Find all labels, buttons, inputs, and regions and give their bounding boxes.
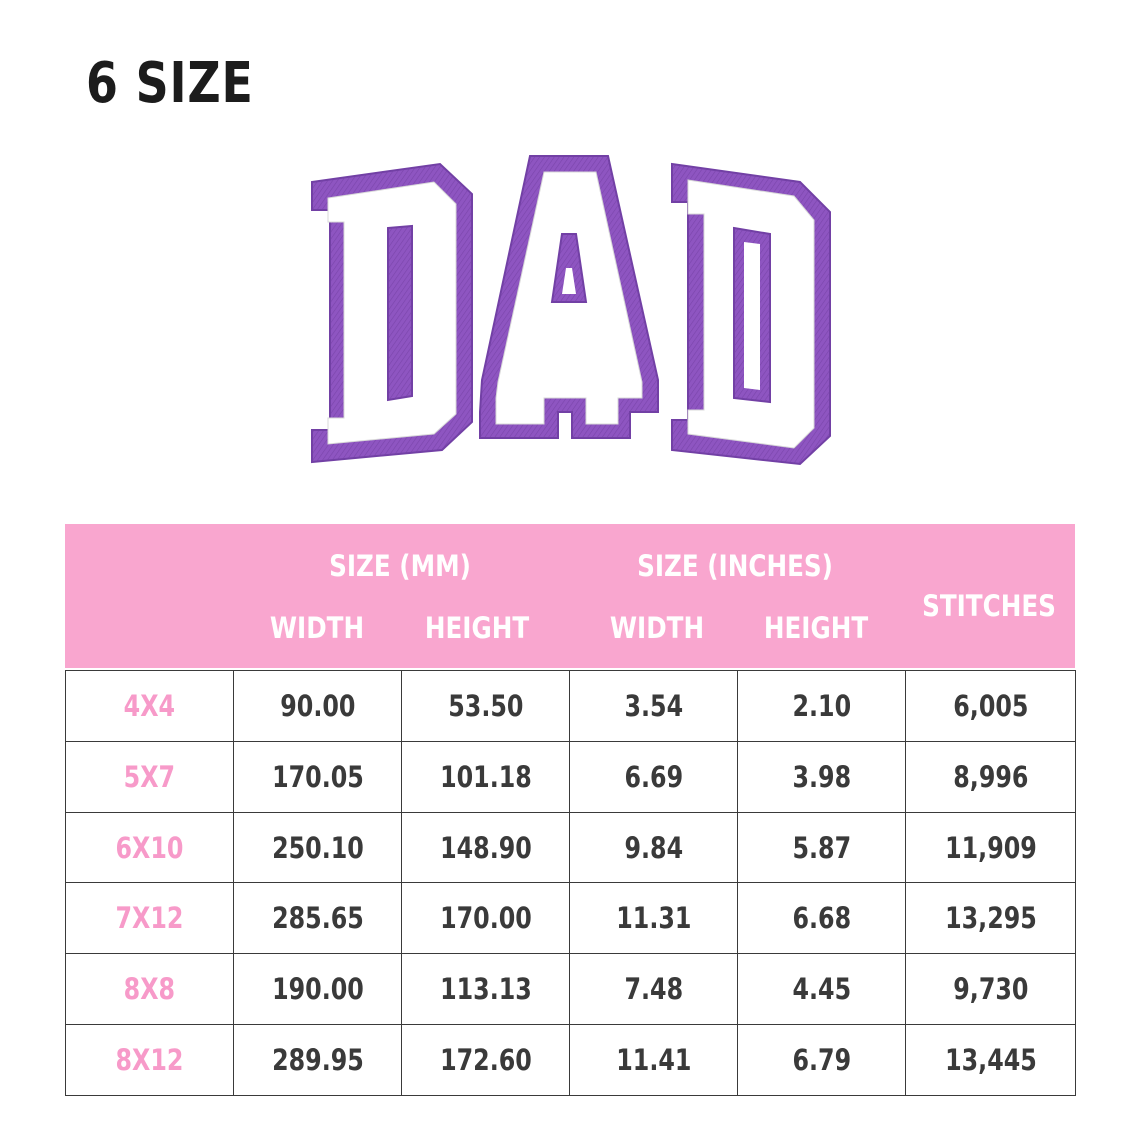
cell-mm-height-text: 53.50 bbox=[447, 688, 524, 723]
cell-in-width: 11.31 bbox=[569, 882, 738, 955]
page-title: 6 SIZE bbox=[86, 51, 254, 116]
header-size-inches: SIZE (INCHES) bbox=[637, 549, 833, 583]
cell-mm-width-text: 170.05 bbox=[271, 759, 364, 794]
row-size-label-text: 5X7 bbox=[123, 759, 176, 794]
cell-in-width-text: 3.54 bbox=[624, 688, 683, 723]
cell-stitches-text: 8,996 bbox=[952, 759, 1029, 794]
row-size-label: 6X10 bbox=[65, 811, 234, 884]
cell-mm-width-text: 90.00 bbox=[279, 688, 356, 723]
table-row: 8X12 289.95 172.60 11.41 6.79 13,445 bbox=[65, 1024, 1076, 1096]
cell-mm-height: 113.13 bbox=[401, 953, 570, 1026]
cell-stitches-text: 13,445 bbox=[944, 1043, 1037, 1078]
letter-a bbox=[479, 155, 659, 439]
cell-mm-width-text: 250.10 bbox=[271, 830, 364, 865]
cell-mm-height: 170.00 bbox=[401, 882, 570, 955]
cell-in-width: 3.54 bbox=[569, 670, 738, 742]
table-row: 6X10 250.10 148.90 9.84 5.87 11,909 bbox=[65, 811, 1076, 884]
cell-mm-width: 90.00 bbox=[233, 670, 402, 742]
row-size-label: 5X7 bbox=[65, 740, 234, 813]
cell-in-height-text: 6.68 bbox=[792, 901, 851, 936]
cell-in-width-text: 7.48 bbox=[624, 972, 683, 1007]
cell-mm-height-text: 101.18 bbox=[439, 759, 532, 794]
row-size-label-text: 7X12 bbox=[115, 901, 184, 936]
cell-mm-width-text: 190.00 bbox=[271, 972, 364, 1007]
header-in-width: WIDTH bbox=[609, 611, 705, 645]
cell-in-width: 6.69 bbox=[569, 740, 738, 813]
table-header: SIZE (MM) SIZE (INCHES) WIDTH HEIGHT WID… bbox=[65, 524, 1075, 668]
row-size-label-text: 4X4 bbox=[123, 688, 176, 723]
header-in-height: HEIGHT bbox=[763, 611, 869, 645]
cell-in-height: 4.45 bbox=[737, 953, 906, 1026]
table-row: 7X12 285.65 170.00 11.31 6.68 13,295 bbox=[65, 882, 1076, 955]
cell-stitches: 11,909 bbox=[905, 811, 1076, 884]
size-table: 4X4 90.00 53.50 3.54 2.10 6,005 5X7 170.05 101.1… bbox=[65, 670, 1076, 1096]
cell-mm-width: 170.05 bbox=[233, 740, 402, 813]
cell-mm-width: 285.65 bbox=[233, 882, 402, 955]
cell-stitches: 13,445 bbox=[905, 1024, 1076, 1096]
cell-mm-width: 190.00 bbox=[233, 953, 402, 1026]
row-size-label-text: 8X8 bbox=[123, 972, 176, 1007]
letter-d-right bbox=[671, 162, 831, 466]
cell-in-height: 6.68 bbox=[737, 882, 906, 955]
letter-d-left bbox=[311, 162, 473, 464]
cell-stitches: 9,730 bbox=[905, 953, 1076, 1026]
cell-mm-height-text: 148.90 bbox=[439, 830, 532, 865]
cell-stitches-text: 9,730 bbox=[952, 972, 1029, 1007]
cell-in-width: 7.48 bbox=[569, 953, 738, 1026]
cell-stitches: 13,295 bbox=[905, 882, 1076, 955]
cell-in-height-text: 6.79 bbox=[792, 1043, 851, 1078]
cell-in-height-text: 2.10 bbox=[792, 688, 851, 723]
cell-mm-height: 172.60 bbox=[401, 1024, 570, 1096]
cell-mm-height-text: 172.60 bbox=[439, 1043, 532, 1078]
cell-in-width-text: 6.69 bbox=[624, 759, 683, 794]
cell-in-height-text: 3.98 bbox=[792, 759, 851, 794]
cell-in-width-text: 11.41 bbox=[615, 1043, 692, 1078]
row-size-label: 8X12 bbox=[65, 1024, 234, 1096]
row-size-label-text: 8X12 bbox=[115, 1043, 184, 1078]
dad-embroidery-design bbox=[311, 155, 831, 466]
cell-mm-width-text: 285.65 bbox=[271, 901, 364, 936]
cell-in-width: 9.84 bbox=[569, 811, 738, 884]
table-row: 8X8 190.00 113.13 7.48 4.45 9,730 bbox=[65, 953, 1076, 1026]
cell-mm-height: 148.90 bbox=[401, 811, 570, 884]
cell-in-height: 3.98 bbox=[737, 740, 906, 813]
cell-mm-height-text: 113.13 bbox=[439, 972, 532, 1007]
cell-in-height-text: 4.45 bbox=[792, 972, 851, 1007]
header-size-mm: SIZE (MM) bbox=[329, 549, 471, 583]
cell-stitches-text: 13,295 bbox=[944, 901, 1037, 936]
cell-in-height: 5.87 bbox=[737, 811, 906, 884]
cell-mm-height: 101.18 bbox=[401, 740, 570, 813]
table-row: 5X7 170.05 101.18 6.69 3.98 8,996 bbox=[65, 740, 1076, 813]
cell-in-width-text: 9.84 bbox=[624, 830, 683, 865]
row-size-label: 4X4 bbox=[65, 670, 234, 742]
cell-in-width-text: 11.31 bbox=[615, 901, 692, 936]
cell-in-height-text: 5.87 bbox=[792, 830, 851, 865]
cell-stitches: 6,005 bbox=[905, 670, 1076, 742]
cell-in-height: 6.79 bbox=[737, 1024, 906, 1096]
cell-mm-height-text: 170.00 bbox=[439, 901, 532, 936]
table-row: 4X4 90.00 53.50 3.54 2.10 6,005 bbox=[65, 670, 1076, 742]
cell-mm-height: 53.50 bbox=[401, 670, 570, 742]
cell-mm-width-text: 289.95 bbox=[271, 1043, 364, 1078]
cell-stitches: 8,996 bbox=[905, 740, 1076, 813]
row-size-label: 8X8 bbox=[65, 953, 234, 1026]
cell-mm-width: 250.10 bbox=[233, 811, 402, 884]
header-stitches: STITCHES bbox=[922, 589, 1056, 623]
cell-stitches-text: 6,005 bbox=[952, 688, 1029, 723]
cell-in-width: 11.41 bbox=[569, 1024, 738, 1096]
row-size-label-text: 6X10 bbox=[115, 830, 184, 865]
cell-in-height: 2.10 bbox=[737, 670, 906, 742]
header-mm-width: WIDTH bbox=[269, 611, 365, 645]
row-size-label: 7X12 bbox=[65, 882, 234, 955]
cell-mm-width: 289.95 bbox=[233, 1024, 402, 1096]
cell-stitches-text: 11,909 bbox=[944, 830, 1037, 865]
header-mm-height: HEIGHT bbox=[424, 611, 530, 645]
